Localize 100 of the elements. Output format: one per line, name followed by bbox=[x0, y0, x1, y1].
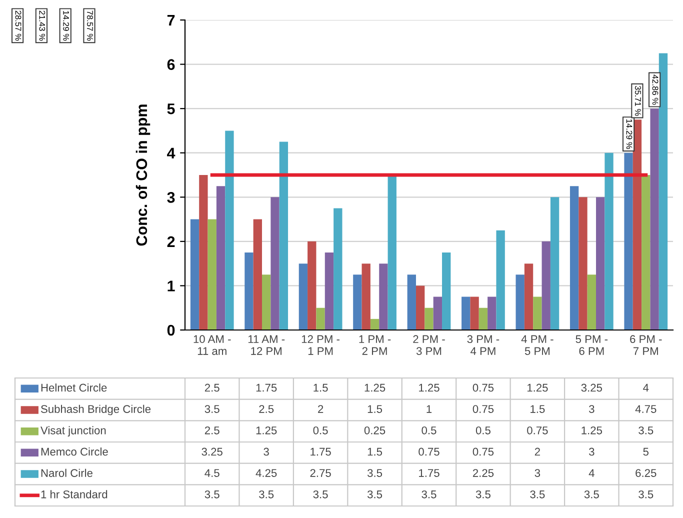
bar bbox=[570, 186, 579, 330]
data-label: 5 bbox=[643, 448, 649, 456]
data-label: 4.25 bbox=[256, 469, 277, 477]
data-label: 1.75 bbox=[310, 448, 331, 456]
data-label: 1.5 bbox=[530, 405, 545, 413]
data-label: 3.5 bbox=[259, 490, 274, 498]
bar bbox=[587, 274, 596, 330]
data-label: 0.25 bbox=[364, 426, 386, 434]
bar bbox=[199, 175, 208, 330]
bar bbox=[324, 252, 334, 330]
y-tick-label: 0 bbox=[167, 324, 175, 336]
bar bbox=[407, 274, 416, 330]
y-tick-label: 4 bbox=[167, 148, 176, 158]
data-label: 1.5 bbox=[368, 405, 382, 413]
data-label: 0.75 bbox=[527, 426, 548, 434]
data-label: 1.75 bbox=[419, 469, 440, 477]
x-tick-label: 5 PM - 6 PM bbox=[576, 335, 608, 355]
data-label: 4 bbox=[643, 384, 649, 392]
data-label: 3.5 bbox=[367, 490, 382, 498]
bar bbox=[642, 175, 650, 330]
bar bbox=[462, 296, 470, 330]
annotation: 42.86 % bbox=[652, 74, 658, 105]
bar bbox=[524, 264, 534, 330]
bar bbox=[253, 219, 262, 330]
data-label: 2 bbox=[318, 405, 324, 413]
data-label: 1.5 bbox=[368, 448, 382, 456]
data-label: 2 bbox=[534, 448, 540, 456]
bar bbox=[379, 264, 388, 330]
bar bbox=[244, 252, 254, 330]
data-label: 3.25 bbox=[581, 384, 602, 392]
data-label: 1.25 bbox=[256, 426, 277, 434]
y-tick-label: 3 bbox=[167, 192, 175, 203]
data-label: 3.5 bbox=[422, 490, 436, 498]
data-label: 3.5 bbox=[204, 405, 220, 413]
data-label: 3.5 bbox=[367, 469, 382, 477]
data-label: 2.5 bbox=[204, 384, 220, 392]
annotation: 14.29 % bbox=[626, 119, 632, 150]
data-label: 3 bbox=[589, 448, 594, 456]
bar bbox=[362, 264, 370, 330]
legend-label: Helmet Circle bbox=[41, 383, 107, 392]
bar bbox=[533, 296, 542, 330]
y-tick-label: 6 bbox=[167, 59, 175, 70]
y-tick-label: 7 bbox=[167, 15, 175, 26]
data-label: 1.75 bbox=[256, 384, 277, 392]
data-label: 3.5 bbox=[638, 426, 654, 434]
x-tick-label: 11 AM - 12 PM bbox=[248, 335, 285, 355]
legend-label: Memco Circle bbox=[41, 447, 108, 456]
data-label: 3 bbox=[534, 469, 540, 477]
text: 78.57 % bbox=[87, 10, 93, 41]
bar bbox=[433, 296, 442, 330]
data-label: 1 bbox=[426, 405, 432, 413]
data-label: 0.5 bbox=[422, 426, 436, 434]
legend-label: Visat junction bbox=[40, 426, 106, 437]
data-label: 4.5 bbox=[204, 469, 220, 477]
bar bbox=[488, 296, 496, 330]
text: 14.29 % bbox=[63, 10, 70, 41]
bar bbox=[596, 197, 605, 330]
x-tick-label: 12 PM - 1 PM bbox=[302, 335, 340, 355]
annotation: 35.71 % bbox=[634, 86, 641, 116]
data-label: 0.5 bbox=[313, 426, 328, 434]
bar bbox=[496, 230, 505, 330]
bar bbox=[270, 197, 280, 330]
bar bbox=[604, 152, 614, 330]
data-label: 3.25 bbox=[202, 448, 222, 456]
bar bbox=[550, 197, 560, 330]
legend-label: Subhash Bridge Circle bbox=[40, 404, 151, 416]
data-label: 1.25 bbox=[364, 384, 386, 392]
legend-label: Narol Cirle bbox=[41, 468, 92, 477]
data-label: 0.75 bbox=[472, 448, 494, 456]
text: 21.43 % bbox=[39, 10, 46, 41]
bar bbox=[262, 274, 271, 330]
data-label: 3.5 bbox=[313, 490, 328, 498]
bar bbox=[370, 318, 380, 330]
bar bbox=[308, 241, 316, 330]
data-label: 2.5 bbox=[204, 426, 220, 434]
bar bbox=[542, 241, 550, 330]
y-tick-label: 2 bbox=[167, 236, 175, 247]
data-label: 1.25 bbox=[527, 384, 548, 392]
x-tick-label: 3 PM - 4 PM bbox=[467, 335, 500, 355]
data-label: 3.5 bbox=[204, 490, 220, 498]
bar bbox=[208, 219, 216, 330]
data-label: 1.5 bbox=[314, 384, 328, 392]
data-label: 3.5 bbox=[476, 490, 490, 498]
data-label: 3 bbox=[589, 405, 594, 413]
bar bbox=[316, 308, 325, 330]
data-label: 3.5 bbox=[638, 490, 654, 498]
data-label: 6.25 bbox=[636, 469, 656, 477]
bar bbox=[298, 264, 308, 330]
bar bbox=[279, 142, 288, 330]
data-label: 4 bbox=[588, 469, 594, 477]
bar bbox=[424, 308, 434, 330]
bar bbox=[578, 197, 588, 330]
text: 28.57 % bbox=[15, 10, 22, 41]
data-label: 3.5 bbox=[584, 490, 599, 498]
data-label: 0.75 bbox=[472, 405, 494, 413]
x-tick-label: 6 PM - 7 PM bbox=[630, 335, 662, 355]
data-label: 1.25 bbox=[419, 384, 440, 392]
bar bbox=[190, 219, 200, 330]
data-label: 2.75 bbox=[310, 469, 331, 477]
bar bbox=[442, 252, 451, 330]
